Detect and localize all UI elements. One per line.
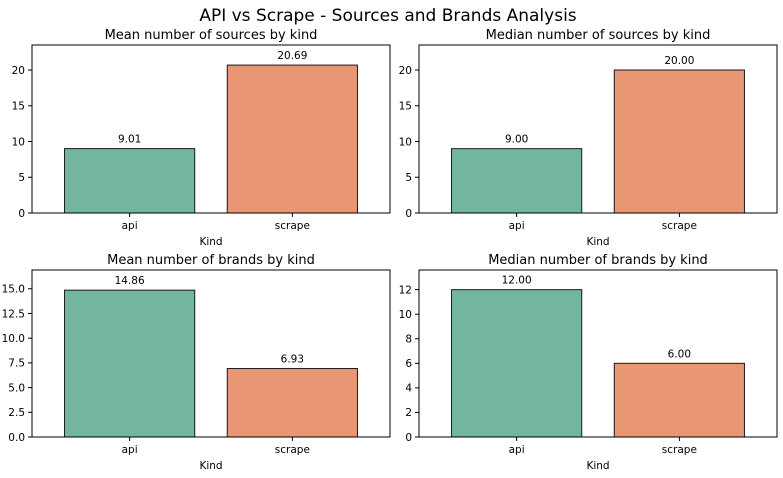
mean-brands-xlabel: Kind: [199, 460, 222, 472]
mean-brands-ytick-label: 5.0: [8, 382, 25, 394]
mean-sources-value-label-scrape: 20.69: [277, 50, 307, 62]
median-brands-xtick-label-api: api: [509, 444, 525, 456]
mean-brands-value-label-api: 14.86: [115, 275, 145, 287]
median-sources-ytick-label: 5: [405, 172, 412, 184]
median-sources-value-label-api: 9.00: [505, 134, 528, 146]
mean-sources-bar-api: [64, 148, 196, 214]
median-brands-value-label-api: 12.00: [502, 275, 532, 287]
median-sources-xtick-label-scrape: scrape: [662, 220, 697, 232]
mean-sources-ytick-label: 0: [18, 208, 25, 220]
median-sources-bar-scrape: [613, 69, 745, 214]
figure-suptitle: API vs Scrape - Sources and Brands Analy…: [199, 6, 576, 26]
median-brands-bar-scrape: [613, 362, 745, 438]
median-brands-ytick-label: 12: [399, 284, 412, 296]
median-sources-ytick-label: 0: [405, 208, 412, 220]
median-brands-ytick-label: 6: [405, 358, 412, 370]
mean-sources-ytick-label: 10: [12, 136, 25, 148]
median-sources-ytick-label: 20: [399, 65, 412, 77]
mean-sources-ytick-label: 15: [12, 101, 25, 113]
median-sources-axes-frame: [418, 44, 778, 214]
mean-brands-bar-scrape: [226, 368, 358, 438]
mean-brands-ytick-label: 12.5: [2, 308, 25, 320]
mean-sources-bar-scrape: [226, 64, 358, 214]
median-brands-title: Median number of brands by kind: [488, 253, 708, 268]
median-brands-ytick-label: 8: [405, 334, 412, 346]
mean-brands-xtick-label-scrape: scrape: [275, 444, 310, 456]
mean-sources-xlabel: Kind: [199, 236, 222, 248]
mean-brands-ytick-label: 2.5: [8, 407, 25, 419]
median-sources-ytick-label: 15: [399, 101, 412, 113]
mean-brands-ytick-label: 15.0: [2, 284, 25, 296]
median-brands-bar-api: [451, 289, 583, 438]
mean-brands-value-label-scrape: 6.93: [281, 354, 304, 366]
subplot-median-brands: Median number of brands by kind 12.00 api 6…: [399, 253, 778, 472]
median-brands-ytick-label: 10: [399, 309, 412, 321]
mean-sources-ytick-label: 20: [12, 65, 25, 77]
median-brands-ytick-label: 4: [405, 383, 412, 395]
subplot-mean-brands: Mean number of brands by kind 14.86 api 6.9…: [2, 253, 391, 472]
mean-brands-ytick-label: 0.0: [8, 432, 25, 444]
median-brands-value-label-scrape: 6.00: [668, 348, 691, 360]
median-brands-xlabel: Kind: [586, 460, 609, 472]
mean-sources-axes-frame: [31, 44, 391, 214]
mean-brands-title: Mean number of brands by kind: [107, 253, 315, 268]
subplot-median-sources: Median number of sources by kind 9.00 api 2…: [399, 28, 778, 248]
mean-brands-ytick-label: 10.0: [2, 333, 25, 345]
mean-sources-ytick-label: 5: [18, 172, 25, 184]
median-sources-xlabel: Kind: [586, 236, 609, 248]
median-brands-ytick-label: 0: [405, 432, 412, 444]
median-brands-xtick-label-scrape: scrape: [662, 444, 697, 456]
median-brands-axes-frame: [418, 269, 778, 438]
mean-brands-axes-frame: [31, 269, 391, 438]
median-sources-bar-api: [451, 148, 583, 214]
mean-sources-xtick-label-scrape: scrape: [275, 220, 310, 232]
median-sources-ytick-label: 10: [399, 136, 412, 148]
mean-sources-value-label-api: 9.01: [118, 134, 141, 146]
median-sources-value-label-scrape: 20.00: [664, 55, 694, 67]
subplot-mean-sources: Mean number of sources by kind 9.01 api 20.…: [12, 28, 391, 248]
mean-brands-ytick-label: 7.5: [8, 358, 25, 370]
median-brands-ytick-label: 2: [405, 407, 412, 419]
mean-brands-bar-api: [64, 289, 196, 438]
median-sources-title: Median number of sources by kind: [486, 28, 711, 43]
mean-brands-xtick-label-api: api: [122, 444, 138, 456]
mean-sources-title: Mean number of sources by kind: [105, 28, 318, 43]
mean-sources-xtick-label-api: api: [122, 220, 138, 232]
median-sources-xtick-label-api: api: [509, 220, 525, 232]
